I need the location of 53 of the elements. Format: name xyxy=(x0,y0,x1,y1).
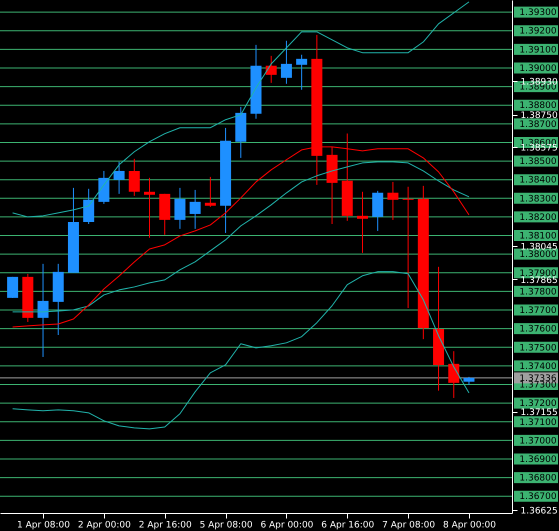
ref-line-label: 1.37300 xyxy=(519,380,557,391)
candlestick xyxy=(402,186,414,308)
ref-line-label: 1.37200 xyxy=(519,399,557,410)
candlestick xyxy=(128,158,140,196)
y-tick-label: 1.37865 xyxy=(520,276,558,286)
ref-line-label: 1.39200 xyxy=(519,26,557,37)
y-tick-label: 1.37155 xyxy=(520,408,558,418)
y-tick-label: 1.36625 xyxy=(520,506,558,517)
ref-line-label: 1.37700 xyxy=(519,306,557,316)
x-tick-label: 2 Apr 16:00 xyxy=(138,520,192,530)
ref-line-label: 1.39300 xyxy=(519,8,557,18)
candlestick xyxy=(7,276,18,298)
y-tick-label: 1.38750 xyxy=(520,111,558,122)
ref-line-label: 1.37400 xyxy=(519,362,557,372)
x-tick-label: 1 Apr 08:00 xyxy=(17,520,70,530)
ref-line-label: 1.39000 xyxy=(519,64,557,74)
ref-line-label: 1.38500 xyxy=(519,157,557,168)
candlestick xyxy=(280,40,292,84)
ref-line-label: 1.37000 xyxy=(519,436,557,446)
x-tick-label: 5 Apr 08:00 xyxy=(200,520,253,530)
candlestick xyxy=(174,187,186,230)
candlestick xyxy=(190,189,201,230)
ref-line-label: 1.38800 xyxy=(519,101,557,112)
candlestick xyxy=(387,181,398,220)
candlestick xyxy=(266,55,277,84)
ref-line-label: 1.37800 xyxy=(519,287,557,298)
x-tick-label: 6 Apr 00:00 xyxy=(260,520,314,530)
candlestick xyxy=(356,191,368,254)
line-series xyxy=(12,271,470,430)
ref-line-label: 1.38700 xyxy=(519,120,557,130)
x-tick-label: 8 Apr 00:00 xyxy=(442,520,496,530)
ref-line-label: 1.37600 xyxy=(519,324,557,335)
ref-line-label: 1.38300 xyxy=(519,194,557,204)
ref-line-label: 1.36900 xyxy=(519,455,557,465)
candlestick xyxy=(296,54,308,90)
candlestick xyxy=(83,188,94,225)
candlestick xyxy=(114,161,125,194)
ref-line-label: 1.36700 xyxy=(519,492,557,502)
x-tick-label: 6 Apr 16:00 xyxy=(321,520,375,530)
ref-line-label: 1.38400 xyxy=(519,176,557,186)
ref-line-label: 1.38100 xyxy=(519,232,557,242)
x-tick-label: 7 Apr 08:00 xyxy=(382,520,436,530)
candlestick xyxy=(448,350,460,398)
x-tick-label: 2 Apr 00:00 xyxy=(78,520,132,530)
ref-line-label: 1.36800 xyxy=(519,474,557,484)
candlestick xyxy=(204,176,216,208)
candlestick xyxy=(144,177,156,238)
ref-line-label: 1.39100 xyxy=(519,45,557,56)
candlestick xyxy=(38,263,49,358)
ref-line-label: 1.38000 xyxy=(519,250,557,260)
ref-line-label: 1.37100 xyxy=(519,418,557,428)
ref-line-label: 1.37500 xyxy=(519,343,557,354)
ref-line-label: 1.38200 xyxy=(519,212,557,223)
